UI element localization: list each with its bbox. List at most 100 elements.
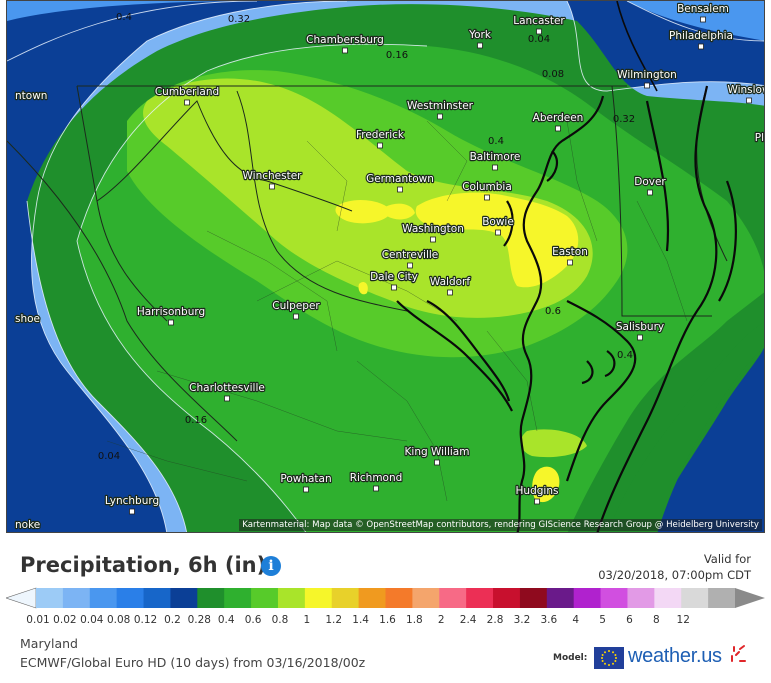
legend-swatch	[519, 588, 548, 608]
city-bowie: Bowie	[481, 215, 515, 236]
legend-tick-label: 0.28	[187, 614, 211, 626]
precip-band-1-b	[385, 203, 415, 220]
city-marker	[495, 229, 501, 236]
precipitation-map[interactable]: 0.4 0.32 0.16 0.04 0.08 0.32 0.4 0.6 0.4 0.16 0.04…	[6, 0, 765, 533]
city-label: Westminster	[407, 100, 474, 112]
city-label: Washington	[402, 223, 464, 235]
state-borders	[7, 85, 728, 442]
city-label: Dale City	[370, 271, 418, 283]
legend-swatch	[573, 588, 602, 608]
info-icon[interactable]: i	[261, 556, 281, 576]
city-label: Aberdeen	[533, 112, 584, 124]
city-lynchburg: Lynchburg	[104, 494, 160, 515]
city-marker	[293, 313, 299, 320]
city-label: Powhatan	[280, 473, 331, 485]
legend-tick-label: 8	[653, 614, 660, 626]
legend-tick-label: 0.2	[164, 614, 181, 626]
contour-label: 0.32	[228, 14, 250, 25]
legend-swatch	[358, 588, 386, 608]
legend-tick-label: 0.12	[133, 614, 158, 626]
valid-time: 03/20/2018, 07:00pm CDT	[598, 568, 751, 582]
city-label: Cumberland	[155, 86, 219, 98]
legend-tick-label: 2.8	[486, 614, 504, 626]
legend-tick-label: 3.2	[513, 614, 531, 626]
city-lancaster: Lancaster	[512, 14, 567, 35]
legend-swatch	[627, 588, 655, 608]
city-label: Hudgins	[516, 485, 559, 497]
legend-swatch	[62, 588, 91, 608]
city-markers: Bensalem Lancaster York Chambersburg Philade…	[104, 2, 765, 515]
sun-rays-icon	[731, 645, 746, 662]
city-marker	[534, 498, 540, 505]
map-canvas[interactable]: 0.4 0.32 0.16 0.04 0.08 0.32 0.4 0.6 0.4 0.16 0.04…	[7, 1, 765, 533]
city-philadelphia: Philadelphia	[668, 29, 734, 50]
city-marker	[477, 42, 483, 49]
city-label: Winchester	[243, 170, 303, 182]
city-label: Charlottesville	[189, 382, 265, 394]
city-marker	[269, 183, 275, 190]
edge-labels: ntown Pl shoe noke	[14, 89, 764, 532]
valid-label: Valid for	[703, 552, 751, 566]
model-label: Model:	[553, 653, 588, 663]
eu-flag-icon	[594, 647, 624, 669]
city-salisbury: Salisbury	[615, 320, 665, 341]
city-bensalem: Bensalem	[676, 2, 730, 23]
edge-label: noke	[15, 519, 40, 531]
city-label: Dover	[634, 176, 666, 188]
precip-band-1-a	[335, 199, 392, 224]
map-attribution[interactable]: Kartenmaterial: Map data © OpenStreetMap…	[239, 519, 762, 531]
city-marker	[342, 47, 348, 54]
contour-label: 0.32	[613, 114, 635, 125]
city-marker	[700, 16, 706, 23]
legend-tick-label: 0.01	[26, 614, 50, 626]
model-run-label: ECMWF/Global Euro HD (10 days) from 03/1…	[20, 655, 366, 670]
city-harrisonburg: Harrisonburg	[136, 305, 206, 326]
city-wilmington: Wilmington	[616, 68, 678, 89]
city-label: Centreville	[382, 249, 439, 261]
legend-swatch	[36, 588, 64, 608]
legend-tick-label: 2	[437, 614, 445, 626]
precip-band-0.8-south	[520, 429, 587, 458]
contour-label: 0.16	[386, 50, 408, 61]
legend-swatch	[277, 588, 306, 608]
city-label: Winslow	[727, 84, 765, 96]
city-marker	[647, 189, 653, 196]
city-label: Salisbury	[616, 321, 664, 333]
legend-tick-label: 4	[572, 614, 580, 626]
contour-label: 0.04	[528, 34, 550, 45]
city-label: Culpeper	[272, 300, 320, 312]
city-marker	[224, 395, 230, 402]
city-marker	[644, 82, 650, 89]
city-powhatan: Powhatan	[279, 472, 333, 493]
city-marker	[492, 164, 498, 171]
region-label: Maryland	[20, 636, 78, 651]
city-marker	[746, 97, 752, 104]
legend-swatch	[197, 588, 225, 608]
city-aberdeen: Aberdeen	[531, 111, 585, 132]
city-marker	[129, 508, 135, 515]
legend-swatch	[600, 588, 628, 608]
city-label: Bensalem	[677, 3, 729, 15]
city-label: King William	[405, 446, 470, 458]
legend-swatch	[143, 588, 171, 608]
city-label: York	[468, 29, 492, 41]
legend-swatch	[385, 588, 413, 608]
city-label: Waldorf	[430, 276, 470, 288]
valid-time-block: Valid for 03/20/2018, 07:00pm CDT	[598, 551, 751, 583]
contour-label: 0.04	[98, 451, 120, 462]
edge-label: Pl	[755, 132, 764, 144]
chesapeake-shoreline	[396, 85, 737, 532]
city-marker	[536, 28, 542, 35]
city-marker	[434, 459, 440, 466]
legend-arrow-right	[735, 588, 765, 608]
legend-swatch	[654, 588, 682, 608]
legend-swatch	[681, 588, 709, 608]
city-centreville: Centreville	[381, 248, 439, 269]
legend-swatch	[331, 588, 360, 608]
city-marker	[373, 485, 379, 492]
city-westminster: Westminster	[406, 99, 475, 120]
brand-logo[interactable]: weather.us	[628, 645, 722, 667]
legend-swatch	[89, 588, 118, 608]
legend-tick-label: 0.04	[80, 614, 104, 626]
city-charlottesville: Charlottesville	[188, 381, 266, 402]
